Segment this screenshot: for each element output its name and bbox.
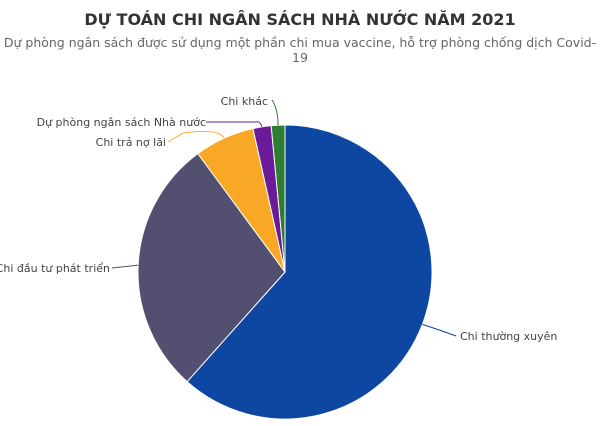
slice-label-1: Chi đầu tư phát triển <box>0 262 110 275</box>
leader-line-2 <box>167 130 225 143</box>
pie-slice-0 <box>186 124 433 420</box>
chart-title: DỰ TOÁN CHI NGÂN SÁCH NHÀ NƯỚC NĂM 2021 <box>84 10 516 29</box>
leader-line-4 <box>271 99 279 126</box>
leader-line-3 <box>206 121 263 127</box>
pie-slice-1 <box>137 152 286 383</box>
slice-label-4: Chi khác <box>221 95 268 108</box>
slice-label-2: Chi trả nợ lãi <box>96 136 166 149</box>
slice-label-0: Chi thường xuyên <box>460 330 557 343</box>
slice-label-3: Dự phòng ngân sách Nhà nước <box>37 116 206 129</box>
leader-line-0 <box>422 323 457 337</box>
chart-subtitle: Dự phòng ngân sách được sử dụng một phần… <box>3 35 597 65</box>
leader-line-1 <box>111 264 139 269</box>
